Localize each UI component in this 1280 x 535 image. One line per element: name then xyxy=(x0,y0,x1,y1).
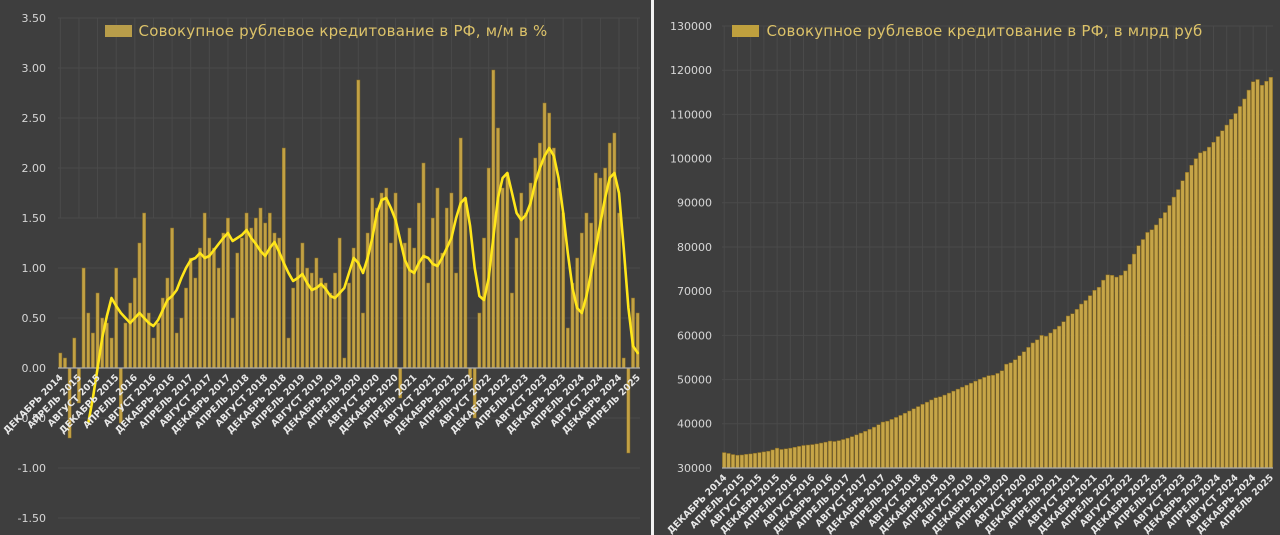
svg-text:-1.00: -1.00 xyxy=(18,462,46,475)
svg-text:0.50: 0.50 xyxy=(22,312,47,325)
svg-text:-1.50: -1.50 xyxy=(18,512,46,525)
svg-text:40000: 40000 xyxy=(677,418,712,431)
svg-text:100000: 100000 xyxy=(670,152,712,165)
left-chart-panel: Совокупное рублевое кредитование в РФ, м… xyxy=(1,12,642,525)
svg-text:1.00: 1.00 xyxy=(22,262,47,275)
svg-text:60000: 60000 xyxy=(677,329,712,342)
bars xyxy=(722,77,1273,469)
svg-text:1.50: 1.50 xyxy=(22,212,47,225)
y-axis-labels: 130000 120000 110000 100000 90000 80000 70000 6… xyxy=(670,20,712,475)
svg-text:90000: 90000 xyxy=(677,197,712,210)
svg-text:-0.50: -0.50 xyxy=(18,412,46,425)
svg-text:70000: 70000 xyxy=(677,285,712,298)
svg-text:30000: 30000 xyxy=(677,462,712,475)
y-axis-labels: 3.50 3.00 2.50 2.00 1.50 1.00 0.50 0.00 -0.50 -1.… xyxy=(18,12,46,525)
svg-text:3.00: 3.00 xyxy=(22,62,47,75)
svg-text:3.50: 3.50 xyxy=(22,12,47,25)
svg-text:2.50: 2.50 xyxy=(22,112,47,125)
svg-text:0.00: 0.00 xyxy=(22,362,47,375)
svg-text:80000: 80000 xyxy=(677,241,712,254)
total-billions-chart-svg: 130000 120000 110000 100000 90000 80000 70000 6… xyxy=(665,20,1276,535)
trend-line xyxy=(87,146,639,425)
mm-percent-chart-svg: 3.50 3.00 2.50 2.00 1.50 1.00 0.50 0.00 -0.50 -1.… xyxy=(1,12,642,525)
svg-text:50000: 50000 xyxy=(677,373,712,386)
svg-text:130000: 130000 xyxy=(670,20,712,33)
chart-divider xyxy=(651,0,654,535)
svg-text:2.00: 2.00 xyxy=(22,162,47,175)
svg-text:110000: 110000 xyxy=(670,108,712,121)
svg-text:120000: 120000 xyxy=(670,64,712,77)
right-chart-panel: Совокупное рублевое кредитование в РФ, в… xyxy=(655,0,1280,535)
